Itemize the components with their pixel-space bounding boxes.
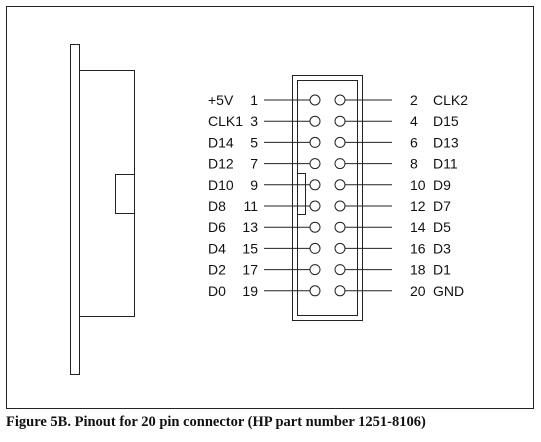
polarization-key: [297, 173, 306, 215]
signal-label: D12: [208, 156, 234, 172]
signal-label: D0: [208, 283, 226, 299]
pin-number: 5: [250, 134, 258, 150]
signal-label: +5V: [208, 92, 234, 108]
pin-row: D8 11: [208, 198, 321, 214]
pin-socket: [334, 94, 346, 106]
pin-socket: [334, 136, 346, 148]
pin-row: +5V 1: [208, 92, 321, 108]
pin-row: 12 D7: [334, 198, 451, 214]
pin-socket: [334, 264, 346, 276]
pin-number: 6: [410, 134, 418, 150]
pin-number: 1: [250, 92, 258, 108]
pin-row: 18 D1: [334, 262, 451, 278]
pin-socket: [309, 285, 321, 297]
pin-row: 14 D5: [334, 219, 451, 235]
signal-label: GND: [433, 283, 464, 299]
signal-label: D5: [433, 219, 451, 235]
pin-number: 14: [410, 219, 426, 235]
pin-number: 11: [243, 198, 258, 214]
pin-row: 6 D13: [334, 134, 459, 150]
pin-socket: [309, 264, 321, 276]
pin-socket: [334, 285, 346, 297]
signal-label: D3: [433, 240, 451, 256]
left-pin-column: +5V 1 CLK1 3 D14 5 D12 7 D10 9 D8 11 D6 13 D4 15 D2 17 D0 1…: [208, 92, 321, 299]
pin-socket: [309, 179, 321, 191]
pin-number: 9: [250, 177, 258, 193]
signal-label: D2: [208, 262, 226, 278]
pin-number: 15: [242, 240, 258, 256]
signal-label: CLK2: [433, 92, 468, 108]
pin-socket: [309, 242, 321, 254]
signal-label: D10: [208, 177, 234, 193]
pin-number: 13: [242, 219, 258, 235]
pin-number: 20: [410, 283, 426, 299]
pin-row: D2 17: [208, 262, 321, 278]
pin-number: 12: [410, 198, 426, 214]
pin-row: 4 D15: [334, 113, 459, 129]
pin-row: 10 D9: [334, 177, 451, 193]
signal-label: D14: [208, 134, 234, 150]
pin-socket: [309, 115, 321, 127]
pin-row: D6 13: [208, 219, 321, 235]
pin-row: D12 7: [208, 156, 321, 172]
pin-number: 7: [250, 156, 258, 172]
pin-row: D4 15: [208, 240, 321, 256]
signal-label: D4: [208, 240, 226, 256]
pin-socket: [334, 179, 346, 191]
pin-socket: [309, 221, 321, 233]
pin-row: CLK1 3: [208, 113, 321, 129]
signal-label: CLK1: [208, 113, 243, 129]
signal-label: D15: [433, 113, 459, 129]
pin-row: 20 GND: [334, 283, 464, 299]
pin-number: 8: [410, 156, 418, 172]
pin-row: D0 19: [208, 283, 321, 299]
pin-socket: [334, 221, 346, 233]
pin-socket: [309, 94, 321, 106]
signal-label: D9: [433, 177, 451, 193]
pin-number: 19: [242, 283, 258, 299]
pin-socket: [334, 200, 346, 212]
signal-label: D11: [433, 156, 458, 172]
signal-label: D6: [208, 219, 226, 235]
pin-row: 16 D3: [334, 240, 451, 256]
pin-socket: [334, 242, 346, 254]
connector-face: [292, 75, 363, 321]
pin-number: 3: [250, 113, 258, 129]
pin-row: D10 9: [208, 177, 321, 193]
side-view-key: [115, 174, 135, 214]
pin-socket: [334, 115, 346, 127]
figure-frame: [6, 6, 534, 409]
signal-label: D1: [433, 262, 451, 278]
pin-socket: [309, 136, 321, 148]
pin-number: 2: [410, 92, 418, 108]
figure-caption: Figure 5B. Pinout for 20 pin connector (…: [6, 414, 426, 430]
pin-number: 4: [410, 113, 418, 129]
pin-number: 17: [242, 262, 258, 278]
signal-label: D8: [208, 198, 226, 214]
signal-label: D7: [433, 198, 451, 214]
pin-row: 8 D11: [334, 156, 458, 172]
pin-number: 16: [410, 240, 426, 256]
pin-socket: [309, 158, 321, 170]
connector-inner-shell: [297, 80, 358, 316]
connector-outer-shell: [292, 75, 363, 321]
pin-number: 10: [410, 177, 426, 193]
pin-row: D14 5: [208, 134, 321, 150]
side-view-flange: [70, 44, 80, 375]
connector-side-view: [70, 44, 135, 375]
right-pin-column: 2 CLK2 4 D15 6 D13 8 D11 10 D9 12 D7 14 D5 16 D3 18 D1 20 G…: [334, 92, 468, 299]
pin-number: 18: [410, 262, 426, 278]
pin-socket: [334, 158, 346, 170]
signal-label: D13: [433, 134, 459, 150]
pin-row: 2 CLK2: [334, 92, 468, 108]
pin-socket: [309, 200, 321, 212]
